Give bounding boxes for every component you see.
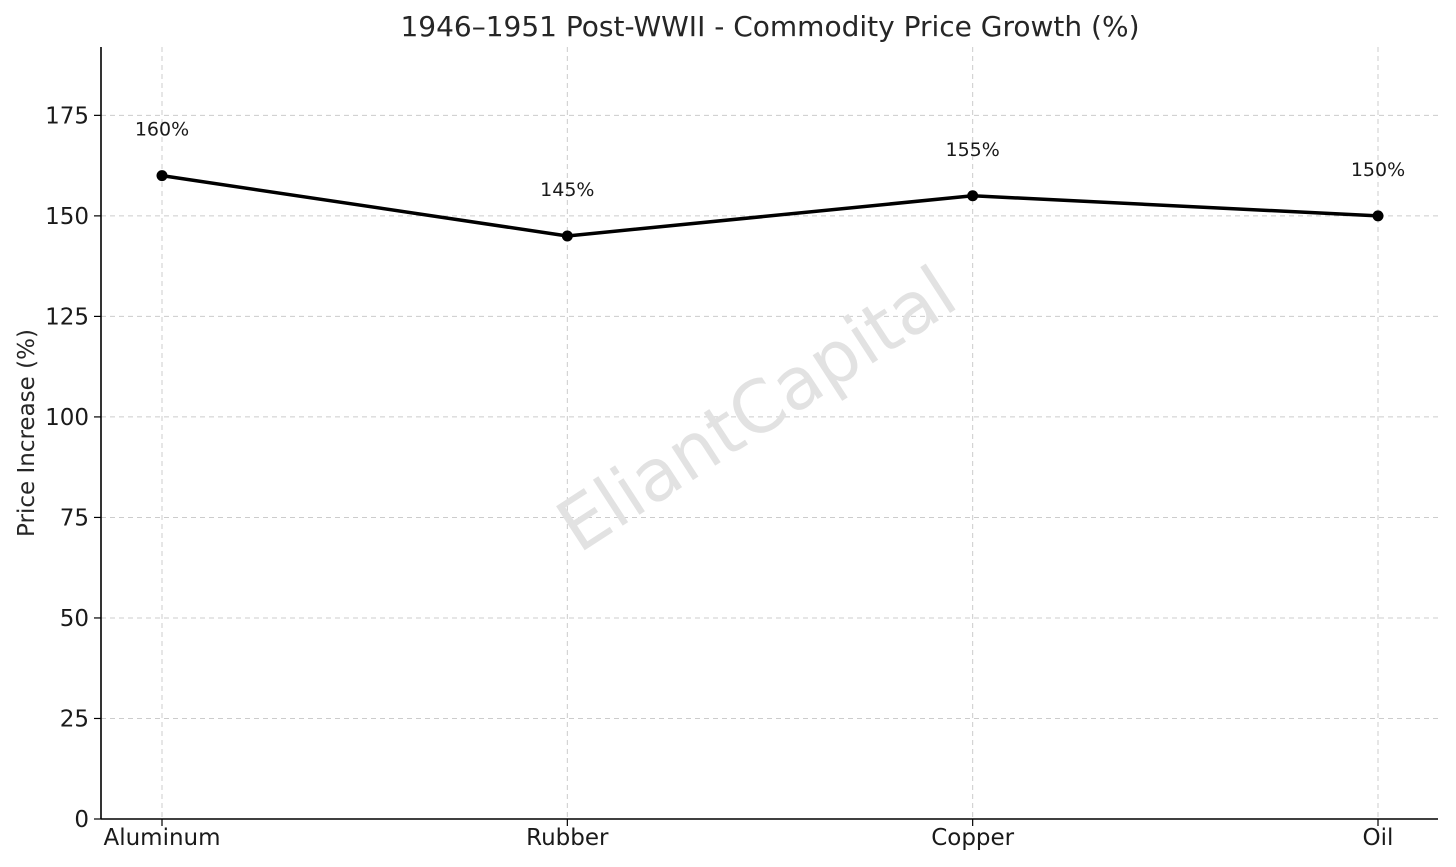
x-tick-label: Copper [931,825,1014,851]
series: 160% 145% 155% 150% [135,119,1405,242]
data-point [156,170,168,182]
data-label: 160% [135,119,189,141]
data-point [1372,210,1384,222]
series-line [161,173,1379,238]
data-point [561,230,573,242]
x-tick-label: Aluminum [103,825,220,851]
data-label: 150% [1351,159,1405,181]
y-axis-label: Price Increase (%) [14,329,40,537]
data-label: 155% [946,139,1000,161]
data-point [967,190,979,202]
y-tick-label: 50 [60,606,89,632]
y-tick-label: 100 [45,405,89,431]
data-label: 145% [540,179,594,201]
y-tick-label: 25 [60,706,89,732]
y-tick-label: 0 [74,807,89,833]
watermark: EliantCapital [542,250,970,569]
x-tick-label: Rubber [526,825,609,851]
y-ticks: 0 25 50 75 100 125 150 175 [45,103,101,833]
y-tick-label: 150 [45,204,89,230]
y-tick-label: 75 [60,505,89,531]
axes [100,47,1438,820]
chart-title: 1946–1951 Post-WWII - Commodity Price Gr… [400,10,1139,43]
y-tick-label: 175 [45,103,89,129]
x-tick-label: Oil [1363,825,1394,851]
x-ticks: Aluminum Rubber Copper Oil [103,819,1393,851]
y-tick-label: 125 [45,304,89,330]
